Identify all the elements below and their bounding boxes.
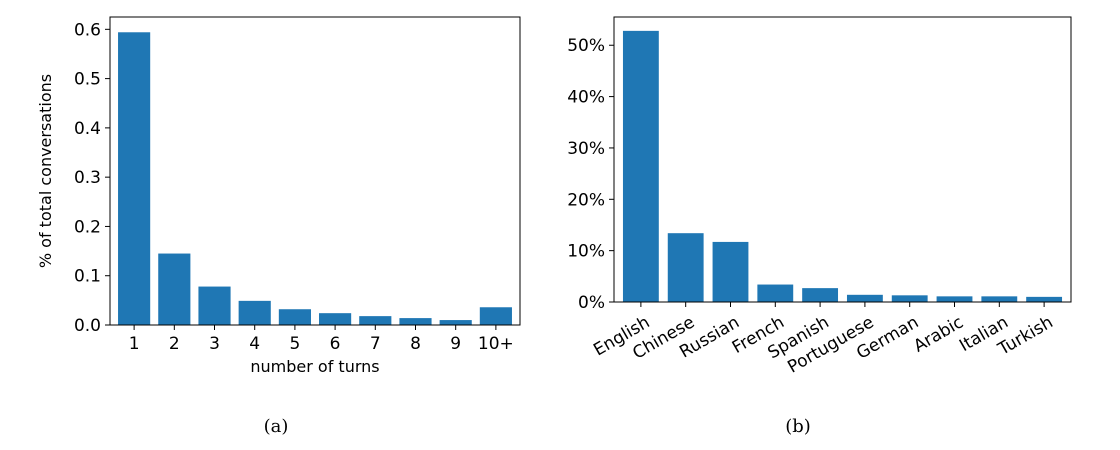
chart-b-bar [802,288,839,302]
chart-b-bar [622,30,659,302]
chart-b-y-tick-label: 30% [567,139,605,159]
chart-a-bar [158,253,191,325]
chart-b-bar [667,233,704,302]
chart-a-bar [399,318,432,325]
chart-a-x-tick-label: 8 [410,334,421,354]
chart-b-x-ticks: EnglishChineseRussianFrenchSpanishPortug… [590,302,1057,378]
chart-a-frame [109,16,521,326]
chart-a-bar [198,286,231,325]
chart-b-x-tick-label: Arabic [910,312,967,356]
chart-a-x-ticks: 1 2 3 4 5 6 7 8 9 10+ [129,325,514,354]
chart-a-y-tick-label: 0.0 [74,316,101,336]
chart-a-y-tick-label: 0.2 [74,217,101,237]
chart-a-turns: 0.0 0.1 0.2 0.3 0.4 0.5 0.6 1 2 3 4 5 6 7 8 9 10+ numbe… [36,16,521,376]
chart-a-bars [118,32,512,326]
caption-b: (b) [785,416,811,437]
chart-a-y-tick-label: 0.5 [74,70,101,90]
chart-a-bar [479,307,512,325]
chart-b-y-ticks: 0% 10% 20% 30% 40% 50% [567,36,614,313]
chart-a-x-tick-label: 1 [129,334,140,354]
chart-b-bar [891,295,928,302]
chart-a-x-tick-label: 10+ [478,334,514,354]
chart-a-bar [118,32,151,326]
chart-a-y-tick-label: 0.6 [74,20,101,40]
chart-a-x-tick-label: 5 [289,334,300,354]
chart-a-bar [439,320,472,325]
chart-b-y-tick-label: 50% [567,36,605,56]
chart-b-y-tick-label: 0% [578,293,605,313]
chart-a-bar [278,309,311,325]
chart-b-frame [613,16,1072,303]
chart-a-x-tick-label: 2 [169,334,180,354]
chart-b-languages: 0% 10% 20% 30% 40% 50% EnglishChineseRussianF… [567,16,1072,378]
chart-b-y-tick-label: 10% [567,242,605,262]
chart-a-bar [319,313,352,325]
chart-b-bar [936,296,973,302]
chart-b-bars [622,30,1063,302]
chart-a-bar [359,316,392,325]
chart-b-bar [981,296,1018,302]
caption-a: (a) [264,416,289,437]
chart-a-ylabel: % of total conversations [36,74,55,268]
chart-a-y-tick-label: 0.3 [74,168,101,188]
chart-a-x-tick-label: 4 [249,334,260,354]
chart-a-y-tick-label: 0.1 [74,267,101,287]
chart-b-y-tick-label: 20% [567,190,605,210]
chart-b-bar [1026,296,1063,302]
chart-a-y-ticks: 0.0 0.1 0.2 0.3 0.4 0.5 0.6 [74,20,110,336]
chart-b-y-tick-label: 40% [567,88,605,108]
chart-b-bar [757,284,794,302]
chart-b-bar [712,241,749,302]
chart-a-x-tick-label: 7 [370,334,381,354]
chart-a-xlabel: number of turns [250,357,379,376]
chart-a-x-tick-label: 6 [330,334,341,354]
chart-b-bar [846,294,883,302]
chart-a-x-tick-label: 9 [450,334,461,354]
chart-a-bar [238,300,271,325]
chart-a-y-tick-label: 0.4 [74,119,101,139]
chart-a-x-tick-label: 3 [209,334,220,354]
